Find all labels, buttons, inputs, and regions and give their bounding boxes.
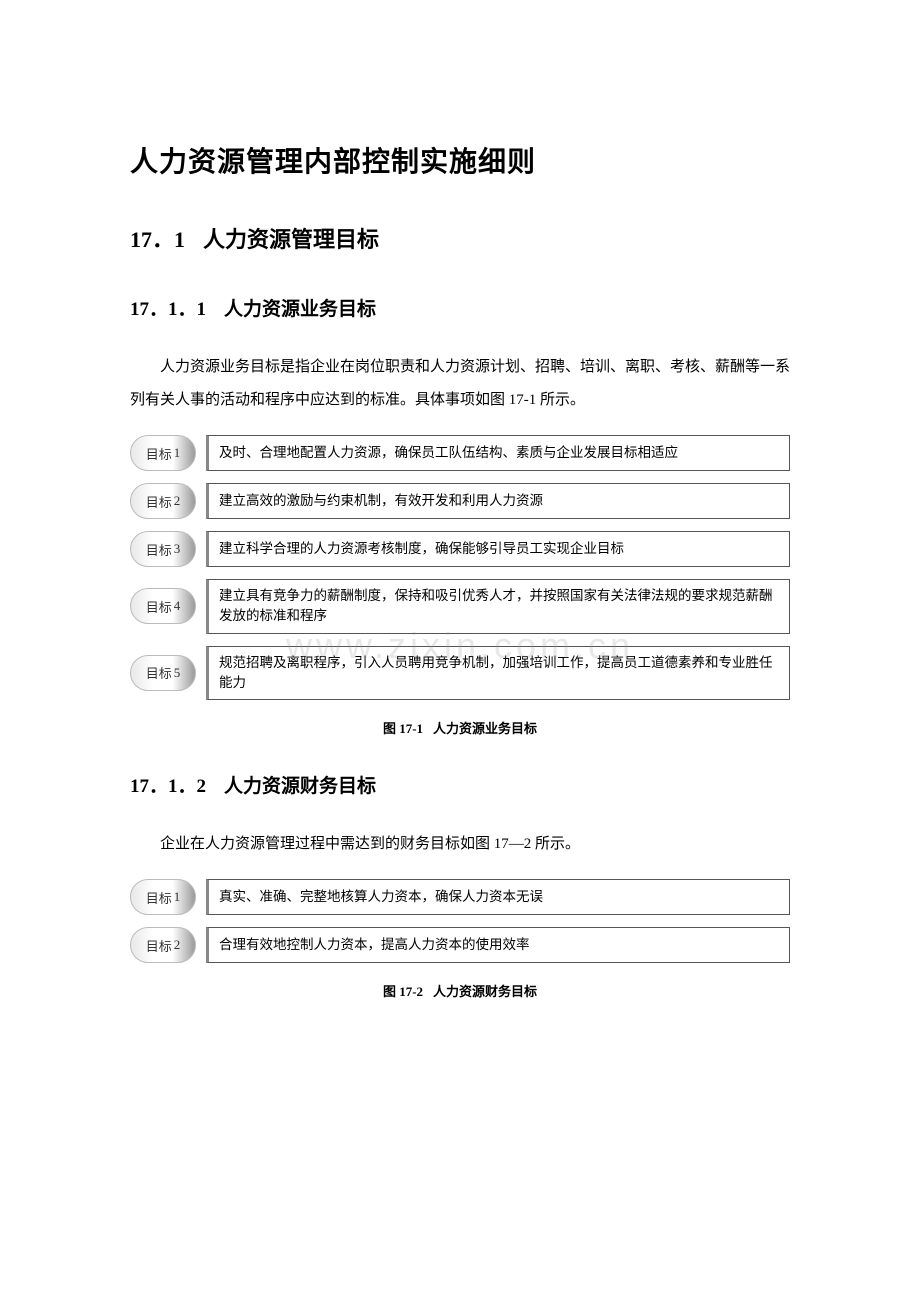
goal-row: 目标4 建立具有竞争力的薪酬制度，保持和吸引优秀人才，并按照国家有关法律法规的要… — [130, 579, 790, 634]
goal-pill: 目标5 — [130, 655, 196, 691]
goal-text: 规范招聘及离职程序，引入人员聘用竞争机制，加强培训工作，提高员工道德素养和专业胜… — [206, 646, 790, 701]
heading-number: 17．1．2 — [130, 776, 206, 797]
document-title: 人力资源管理内部控制实施细则 — [130, 140, 790, 180]
goal-text: 建立科学合理的人力资源考核制度，确保能够引导员工实现企业目标 — [206, 531, 790, 567]
goal-row: 目标1 及时、合理地配置人力资源，确保员工队伍结构、素质与企业发展目标相适应 — [130, 435, 790, 471]
figure-caption-17-1: 图 17-1人力资源业务目标 — [130, 718, 790, 737]
heading-number: 17．1 — [130, 227, 185, 252]
paragraph-17-1-1: 人力资源业务目标是指企业在岗位职责和人力资源计划、招聘、培训、离职、考核、薪酬等… — [130, 351, 790, 417]
heading-text: 人力资源财务目标 — [224, 776, 376, 797]
goal-row: 目标3 建立科学合理的人力资源考核制度，确保能够引导员工实现企业目标 — [130, 531, 790, 567]
goal-row: 目标5 规范招聘及离职程序，引入人员聘用竞争机制，加强培训工作，提高员工道德素养… — [130, 646, 790, 701]
goal-list-17-1: 目标1 及时、合理地配置人力资源，确保员工队伍结构、素质与企业发展目标相适应 目… — [130, 435, 790, 700]
heading-number: 17．1．1 — [130, 299, 206, 320]
heading-17-1-1: 17．1．1 人力资源业务目标 — [130, 294, 790, 321]
goal-text: 真实、准确、完整地核算人力资本，确保人力资本无误 — [206, 879, 790, 915]
goal-pill: 目标2 — [130, 483, 196, 519]
goal-text: 建立具有竞争力的薪酬制度，保持和吸引优秀人才，并按照国家有关法律法规的要求规范薪… — [206, 579, 790, 634]
goal-pill: 目标2 — [130, 927, 196, 963]
paragraph-17-1-2: 企业在人力资源管理过程中需达到的财务目标如图 17—2 所示。 — [130, 828, 790, 861]
heading-17-1: 17．1 人力资源管理目标 — [130, 222, 790, 254]
heading-text: 人力资源管理目标 — [203, 227, 379, 252]
heading-text: 人力资源业务目标 — [224, 299, 376, 320]
goal-list-17-2: 目标1 真实、准确、完整地核算人力资本，确保人力资本无误 目标2 合理有效地控制… — [130, 879, 790, 963]
goal-text: 合理有效地控制人力资本，提高人力资本的使用效率 — [206, 927, 790, 963]
goal-text: 及时、合理地配置人力资源，确保员工队伍结构、素质与企业发展目标相适应 — [206, 435, 790, 471]
goal-row: 目标1 真实、准确、完整地核算人力资本，确保人力资本无误 — [130, 879, 790, 915]
goal-pill: 目标1 — [130, 435, 196, 471]
goal-row: 目标2 合理有效地控制人力资本，提高人力资本的使用效率 — [130, 927, 790, 963]
goal-text: 建立高效的激励与约束机制，有效开发和利用人力资源 — [206, 483, 790, 519]
heading-17-1-2: 17．1．2 人力资源财务目标 — [130, 771, 790, 798]
goal-row: 目标2 建立高效的激励与约束机制，有效开发和利用人力资源 — [130, 483, 790, 519]
goal-pill: 目标3 — [130, 531, 196, 567]
figure-caption-17-2: 图 17-2人力资源财务目标 — [130, 981, 790, 1000]
goal-pill: 目标4 — [130, 588, 196, 624]
goal-pill: 目标1 — [130, 879, 196, 915]
